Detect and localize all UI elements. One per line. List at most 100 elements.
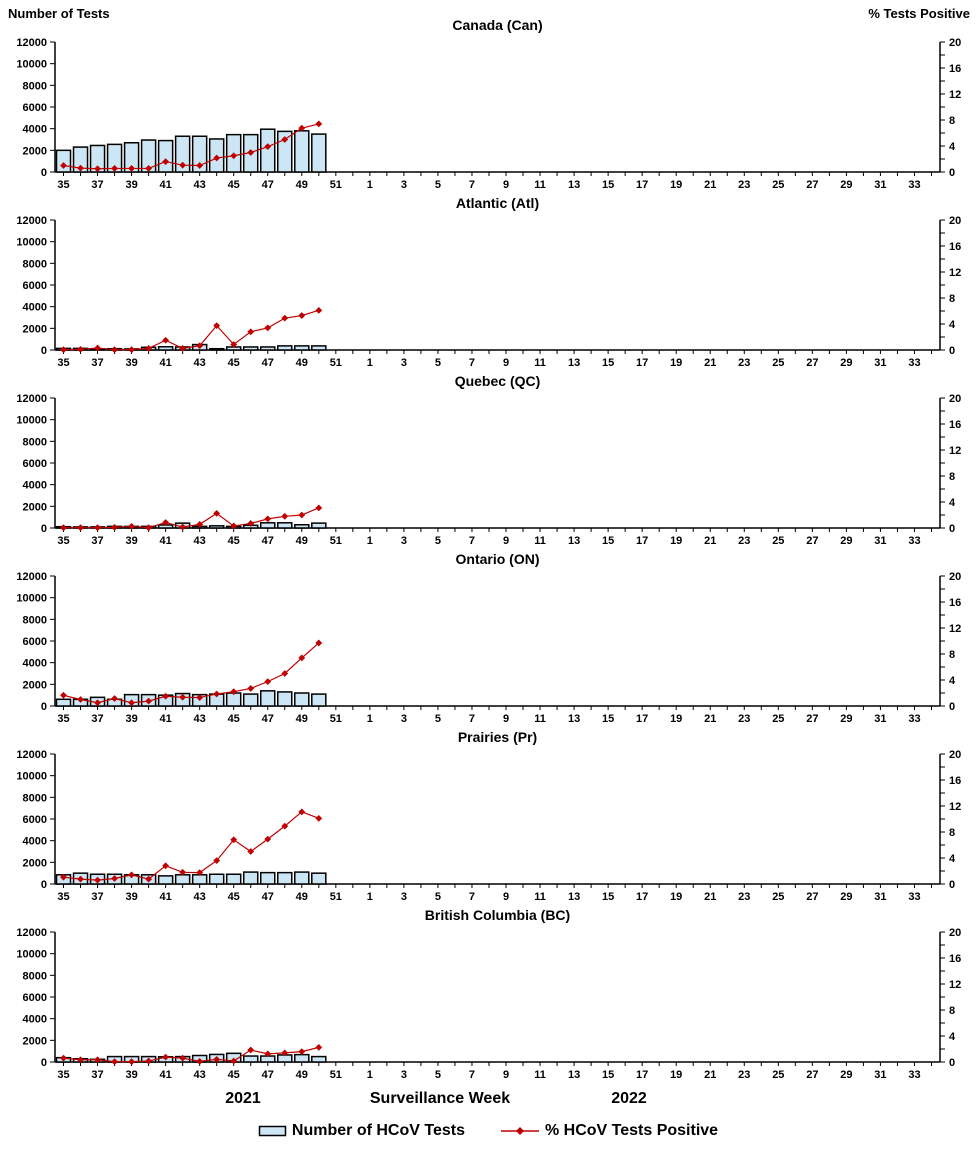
x-tick-label: 3 bbox=[401, 357, 407, 366]
x-tick-label: 17 bbox=[636, 713, 648, 722]
x-tick-label: 15 bbox=[602, 179, 614, 188]
x-tick-label: 29 bbox=[840, 713, 852, 722]
x-tick-label: 45 bbox=[228, 1069, 240, 1078]
panel-prairies: Prairies (Pr) 0 2000 4000 6000 8000 10000 12000… bbox=[0, 722, 976, 903]
right-tick-label: 20 bbox=[949, 571, 961, 583]
tests-bar bbox=[259, 871, 276, 885]
x-tick-label: 35 bbox=[57, 713, 69, 722]
x-tick-label: 49 bbox=[296, 891, 308, 900]
x-tick-label: 41 bbox=[160, 713, 172, 722]
x-tick-label: 27 bbox=[806, 179, 818, 188]
x-tick-label: 41 bbox=[160, 179, 172, 188]
tests-bar bbox=[259, 522, 276, 529]
panel-title: Quebec (QC) bbox=[455, 373, 541, 389]
pct-positive-marker bbox=[247, 1046, 255, 1054]
pct-positive-marker bbox=[315, 814, 323, 822]
x-tick-label: 13 bbox=[568, 891, 580, 900]
x-tick-label: 25 bbox=[772, 179, 784, 188]
pct-positive-line bbox=[63, 309, 319, 351]
x-tick-label: 49 bbox=[296, 1069, 308, 1078]
year-2021-label: 2021 bbox=[225, 1090, 261, 1107]
x-tick-label: 27 bbox=[806, 357, 818, 366]
pct-positive-marker bbox=[145, 524, 153, 532]
chart-svg: Canada (Can) 0 2000 4000 6000 8000 10000 12000 0… bbox=[16, 17, 961, 191]
chart-svg: Quebec (QC) 0 2000 4000 6000 8000 10000 12000 0 4… bbox=[16, 373, 961, 547]
x-tick-label: 51 bbox=[330, 713, 342, 722]
pct-positive-marker bbox=[315, 504, 323, 512]
right-tick-label: 4 bbox=[949, 1031, 956, 1043]
x-tick-label: 15 bbox=[602, 713, 614, 722]
tests-bar bbox=[294, 692, 310, 707]
right-tick-label: 12 bbox=[949, 801, 961, 813]
tests-bar bbox=[242, 693, 259, 707]
pct-positive-marker bbox=[264, 515, 272, 523]
pct-positive-marker bbox=[213, 509, 221, 517]
right-tick-label: 16 bbox=[949, 953, 961, 965]
x-tick-label: 19 bbox=[670, 713, 682, 722]
tests-bar bbox=[259, 690, 276, 707]
pct-positive-marker bbox=[230, 836, 238, 844]
pct-positive-marker bbox=[179, 344, 187, 352]
left-tick-label: 6000 bbox=[23, 280, 47, 292]
x-tick-label: 51 bbox=[330, 1069, 342, 1078]
pct-positive-marker bbox=[94, 699, 101, 707]
pct-positive-marker bbox=[315, 1043, 323, 1051]
x-tick-label: 35 bbox=[57, 535, 69, 544]
left-tick-label: 8000 bbox=[23, 614, 47, 626]
pct-positive-marker bbox=[230, 152, 238, 160]
left-tick-label: 4000 bbox=[23, 480, 47, 492]
pct-positive-marker bbox=[298, 654, 306, 662]
right-tick-label: 20 bbox=[949, 749, 961, 761]
tests-bar bbox=[259, 346, 276, 351]
x-tick-label: 31 bbox=[874, 179, 886, 188]
x-tick-label: 37 bbox=[91, 179, 103, 188]
x-tick-label: 31 bbox=[874, 535, 886, 544]
right-tick-label: 16 bbox=[949, 419, 961, 431]
pct-positive-marker bbox=[77, 345, 84, 353]
pct-positive-marker bbox=[247, 149, 255, 156]
pct-positive-marker bbox=[94, 876, 101, 884]
pct-positive-line bbox=[63, 123, 319, 170]
left-tick-label: 12000 bbox=[16, 393, 47, 405]
x-axis-label: Surveillance Week bbox=[369, 1090, 511, 1107]
x-tick-label: 9 bbox=[503, 713, 509, 722]
right-tick-label: 12 bbox=[949, 267, 961, 279]
x-tick-label: 43 bbox=[194, 357, 206, 366]
chart-svg: Ontario (ON) 0 2000 4000 6000 8000 10000 12000 0… bbox=[16, 551, 961, 725]
pct-positive-marker bbox=[264, 324, 272, 332]
panel-title: British Columbia (BC) bbox=[425, 907, 570, 923]
left-tick-label: 2000 bbox=[23, 323, 47, 335]
legend-line-label: % HCoV Tests Positive bbox=[544, 1122, 719, 1139]
x-tick-label: 7 bbox=[469, 891, 475, 900]
tests-bar bbox=[259, 128, 276, 173]
x-tick-label: 7 bbox=[469, 535, 475, 544]
x-tick-label: 47 bbox=[262, 535, 274, 544]
x-tick-label: 1 bbox=[367, 713, 373, 722]
x-tick-label: 35 bbox=[57, 179, 69, 188]
pct-positive-marker bbox=[230, 341, 238, 348]
pct-positive-marker bbox=[179, 161, 187, 169]
left-tick-label: 8000 bbox=[23, 792, 47, 804]
pct-positive-marker bbox=[162, 336, 170, 344]
x-tick-label: 11 bbox=[534, 713, 546, 722]
tests-bar bbox=[242, 346, 259, 351]
x-tick-label: 41 bbox=[160, 891, 172, 900]
right-tick-label: 0 bbox=[949, 879, 955, 891]
x-tick-label: 25 bbox=[772, 1069, 784, 1078]
right-tick-label: 8 bbox=[949, 293, 955, 305]
x-tick-label: 5 bbox=[435, 1069, 441, 1078]
x-tick-label: 35 bbox=[57, 891, 69, 900]
x-tick-label: 15 bbox=[602, 1069, 614, 1078]
x-tick-label: 21 bbox=[704, 1069, 716, 1078]
x-tick-label: 15 bbox=[602, 891, 614, 900]
x-tick-label: 13 bbox=[568, 357, 580, 366]
x-tick-label: 41 bbox=[160, 1069, 172, 1078]
x-tick-label: 3 bbox=[401, 891, 407, 900]
pct-positive-marker bbox=[196, 162, 204, 169]
tests-bar bbox=[191, 135, 208, 173]
x-tick-label: 15 bbox=[602, 357, 614, 366]
left-axis-title: Number of Tests bbox=[8, 6, 110, 21]
pct-positive-marker bbox=[298, 808, 306, 816]
right-tick-label: 4 bbox=[949, 853, 956, 865]
tests-bar bbox=[174, 135, 191, 173]
